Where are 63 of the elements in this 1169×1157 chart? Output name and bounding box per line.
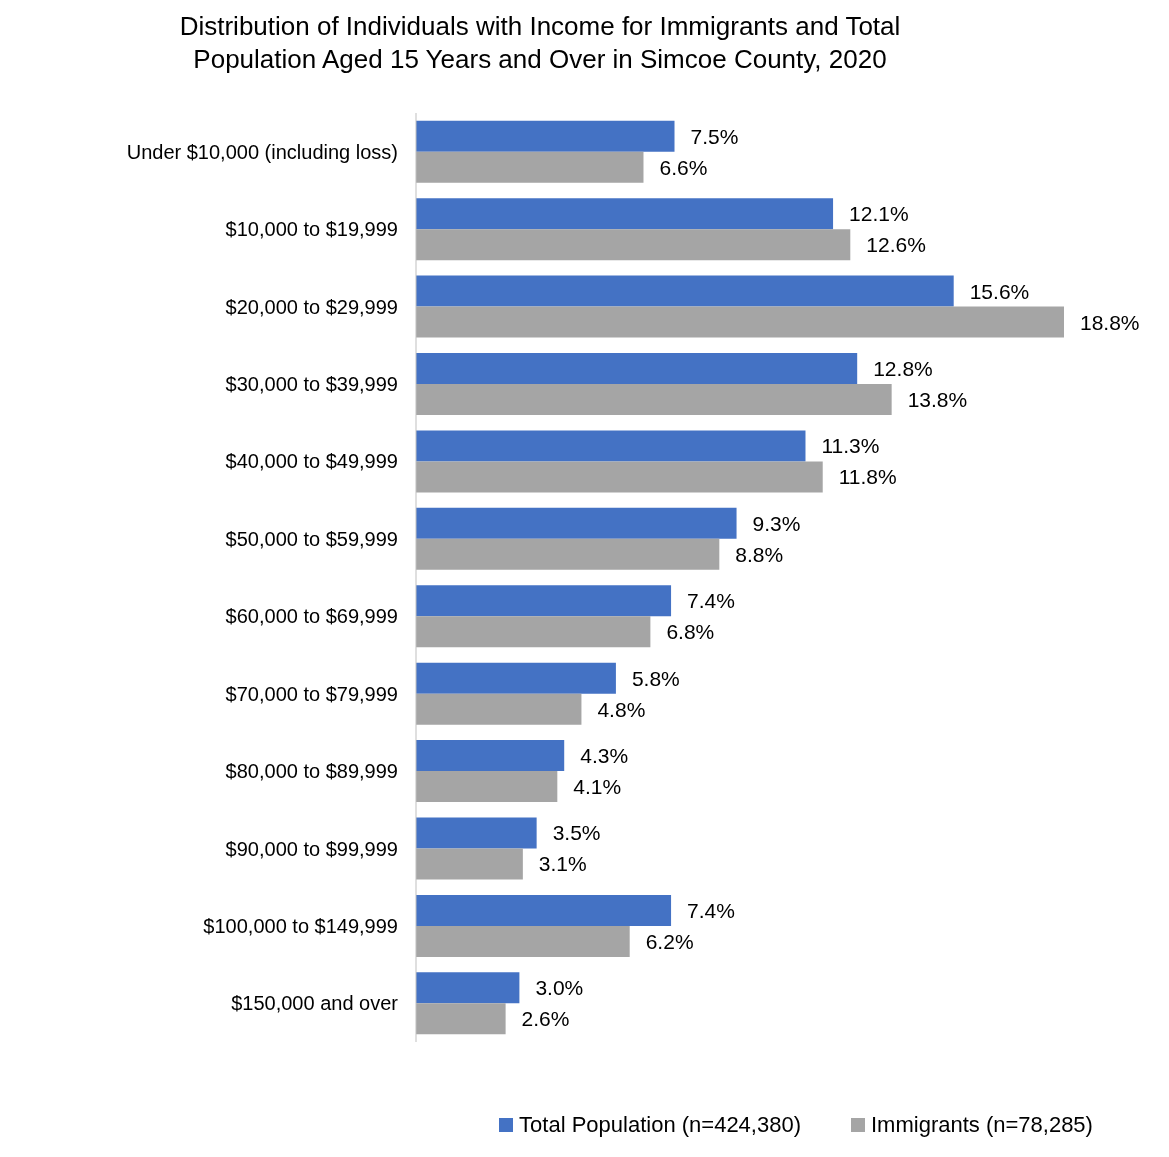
bar [416,507,737,539]
bar [416,662,616,694]
bar [416,306,1064,338]
bar [416,925,630,957]
y-tick-label: $90,000 to $99,999 [225,837,398,860]
data-label: 5.8% [631,666,680,690]
bar [416,848,523,880]
bar [416,229,851,261]
data-label: 9.3% [752,511,801,535]
y-tick-label: $30,000 to $39,999 [225,373,398,396]
y-tick-label: $150,000 and over [231,992,399,1015]
y-tick-label: $70,000 to $79,999 [225,682,398,705]
data-label: 8.8% [735,542,784,566]
data-label: 18.8% [1080,310,1140,334]
y-tick-label: $60,000 to $69,999 [225,605,398,628]
bar [416,771,558,803]
chart-title: Distribution of Individuals with Income for Immigrants and Total Population Aged 15 Years and Over in Simcoe County, 2020 [178,10,902,76]
bar [416,894,672,926]
bar [416,1003,506,1035]
y-tick-label: $10,000 to $19,999 [225,218,398,241]
bar [416,461,823,493]
data-label: 13.8% [907,387,968,411]
data-label: 12.8% [873,356,933,380]
data-label: 3.1% [538,852,587,876]
data-label: 12.6% [866,233,926,257]
bar [416,693,582,725]
data-label: 7.4% [687,589,735,613]
data-label: 6.6% [659,155,708,179]
data-label: 4.8% [597,697,646,721]
bar [416,585,672,617]
y-tick-label: $40,000 to $49,999 [225,450,398,473]
bar [416,817,537,849]
bar [416,275,954,307]
bar [416,616,651,648]
y-tick-label: Under $10,000 (including loss) [126,140,398,163]
bar [416,538,720,570]
data-label: 2.6% [521,1007,570,1031]
legend-label: Total Population (n=424,380) [518,1112,801,1138]
data-label: 6.8% [666,620,715,644]
data-label: 7.4% [687,898,735,922]
bar [416,740,565,772]
data-label: 4.3% [580,744,629,768]
bar [416,151,644,183]
y-tick-label: $20,000 to $29,999 [225,295,398,318]
bar [416,972,520,1004]
data-label: 4.1% [573,775,622,799]
bar [416,383,892,415]
data-label: 11.8% [838,465,897,489]
bar [416,198,834,230]
bar [416,430,806,462]
bar [416,352,858,384]
data-label: 7.5% [690,124,739,148]
data-label: 6.2% [645,929,694,953]
y-tick-label: $80,000 to $89,999 [225,760,398,783]
bar [416,120,675,152]
data-label: 3.0% [535,976,584,1000]
data-label: 3.5% [552,821,601,845]
y-tick-label: $50,000 to $59,999 [225,527,398,550]
data-label: 11.3% [821,434,880,458]
legend-label: Immigrants (n=78,285) [870,1112,1093,1138]
y-tick-label: $100,000 to $149,999 [203,914,398,937]
data-label: 15.6% [969,279,1030,303]
data-label: 12.1% [849,202,909,226]
